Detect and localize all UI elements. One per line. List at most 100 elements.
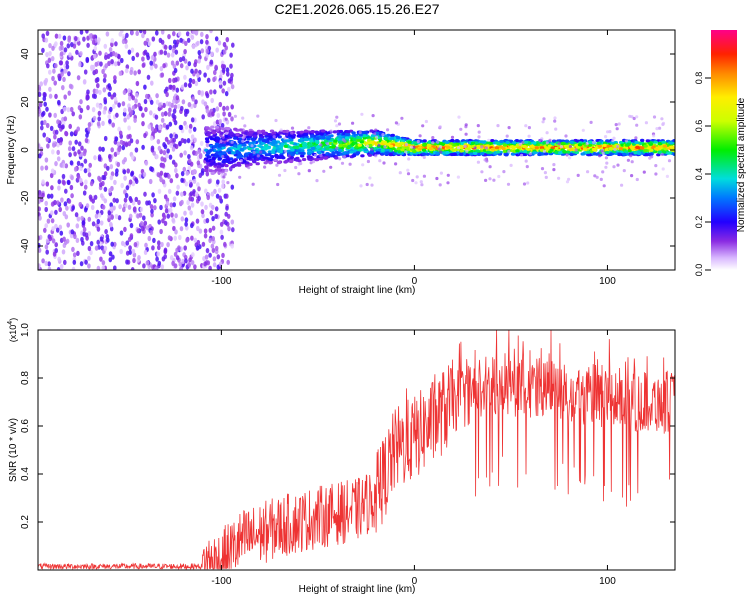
spectrogram-noise-cell <box>187 262 191 268</box>
spectrogram-noise-cell <box>44 244 49 250</box>
spectrogram-signal-cell <box>373 146 379 150</box>
spectrogram-noise-cell <box>75 49 79 55</box>
spectrogram-noise-cell <box>44 77 49 84</box>
spectrogram-faint-cell <box>665 174 670 178</box>
spectrogram-noise-cell <box>61 124 65 130</box>
spectrogram-signal-cell <box>208 169 213 173</box>
spectrogram-noise-cell <box>149 110 153 116</box>
spectrogram-noise-cell <box>171 217 175 223</box>
spectrogram-noise-cell <box>124 43 129 49</box>
spectrogram-noise-cell <box>84 259 88 265</box>
spectrogram-noise-cell <box>130 267 135 270</box>
spectrogram-noise-cell <box>226 71 230 77</box>
spectrogram-faint-cell <box>524 159 528 163</box>
spectrogram-signal-cell <box>221 151 227 155</box>
spectrogram-faint-cell <box>272 135 276 139</box>
spectrogram-noise-cell <box>96 265 101 270</box>
spectrogram-faint-cell <box>457 115 461 119</box>
spectrogram-noise-cell <box>157 219 161 225</box>
spectrogram-noise-cell <box>62 76 66 82</box>
spectrogram-signal-cell <box>300 154 305 158</box>
spectrogram-noise-cell <box>211 225 216 231</box>
spectrogram-noise-cell <box>53 80 57 86</box>
spectrogram-noise-cell <box>157 188 162 194</box>
spectrogram-signal-cell <box>396 147 401 151</box>
spectrogram-noise-cell <box>163 172 168 178</box>
spectrogram-noise-cell <box>57 99 61 106</box>
spectrogram-noise-cell <box>54 63 58 69</box>
spectrogram-noise-cell <box>42 96 47 102</box>
spectrogram-noise-cell <box>149 99 154 105</box>
spectrogram-signal-cell <box>278 145 284 149</box>
spectrogram-noise-cell <box>64 163 69 169</box>
spectrogram-noise-cell <box>49 193 54 199</box>
spectrogram-noise-cell <box>48 50 52 57</box>
spectrogram-noise-cell <box>178 124 183 130</box>
spectrogram-noise-cell <box>57 33 62 39</box>
spectrogram-noise-cell <box>82 36 86 42</box>
spectrogram-signal-cell <box>608 147 614 151</box>
spectrogram-noise-cell <box>74 129 78 135</box>
snr-series-line <box>38 330 675 570</box>
spectrogram-noise-cell <box>189 210 193 216</box>
spectrogram-faint-cell <box>528 152 532 156</box>
spectrogram-noise-cell <box>56 119 60 125</box>
spectrogram-noise-cell <box>46 193 51 199</box>
spectrogram-noise-cell <box>38 108 42 114</box>
spectrogram-noise-cell <box>160 111 165 117</box>
spectrogram-noise-cell <box>221 67 226 74</box>
spectrogram-noise-cell <box>192 178 197 184</box>
spectrogram-noise-cell <box>129 69 133 75</box>
spectrogram-noise-cell <box>128 179 133 185</box>
spectrogram-signal-cell <box>643 144 648 148</box>
spectrogram-noise-cell <box>92 115 97 121</box>
spectrogram-noise-cell <box>96 239 100 245</box>
spectrogram-faint-cell <box>411 178 415 183</box>
colorbar-gradient <box>711 30 737 270</box>
spectrogram-signal-cell <box>602 143 607 147</box>
spectrogram-noise-cell <box>44 157 49 163</box>
spectrogram-faint-cell <box>616 144 620 149</box>
spectrogram-noise-cell <box>93 45 98 52</box>
spectrogram-noise-cell <box>145 93 149 99</box>
spectrogram-noise-cell <box>56 200 60 206</box>
spectrogram-noise-cell <box>145 200 149 206</box>
spectrogram-noise-cell <box>123 226 127 232</box>
spectrogram-noise-cell <box>103 198 108 204</box>
spectrogram-signal-cell <box>649 148 654 152</box>
spectrogram-faint-cell <box>581 128 585 132</box>
spectrogram-noise-cell <box>111 254 115 260</box>
spectrogram-signal-cell <box>252 134 258 138</box>
spectrogram-signal-cell <box>485 141 491 146</box>
spectrogram-signal-cell <box>635 145 640 149</box>
spectrogram-faint-cell <box>615 127 619 131</box>
spectrogram-noise-cell <box>38 153 42 159</box>
spectrogram-noise-cell <box>194 99 198 105</box>
spectrogram-noise-cell <box>201 114 205 120</box>
spectrogram-signal-cell <box>211 156 216 160</box>
spectrogram-signal-cell <box>587 143 593 147</box>
spectrogram-faint-cell <box>598 154 602 158</box>
spectrogram-noise-cell <box>38 102 43 108</box>
spectrogram-noise-cell <box>172 77 176 83</box>
spectrogram-noise-cell <box>172 137 176 143</box>
spectrogram-noise-cell <box>87 245 92 252</box>
spectrogram-noise-cell <box>75 237 80 243</box>
spectrogram-signal-cell <box>242 143 247 147</box>
spectrogram-signal-cell <box>266 146 271 150</box>
spectrogram-faint-cell <box>431 141 435 145</box>
spectrogram-signal-cell <box>308 143 313 147</box>
spectrogram-faint-cell <box>635 177 639 182</box>
spectrogram-noise-cell <box>63 68 67 74</box>
spectrogram-noise-cell <box>217 40 222 46</box>
spectrogram-noise-cell <box>225 105 230 111</box>
colorbar-tick-label: 0.8 <box>694 72 704 85</box>
spectrogram-signal-cell <box>459 146 464 150</box>
spectrogram-noise-cell <box>173 39 177 45</box>
spectrogram-noise-cell <box>123 157 127 163</box>
spectrogram-signal-cell <box>363 130 368 134</box>
spectrogram-faint-cell <box>606 130 610 134</box>
spectrogram-signal-cell <box>623 150 629 154</box>
spectrogram-noise-cell <box>191 252 195 258</box>
spectrogram-noise-cell <box>42 132 46 138</box>
